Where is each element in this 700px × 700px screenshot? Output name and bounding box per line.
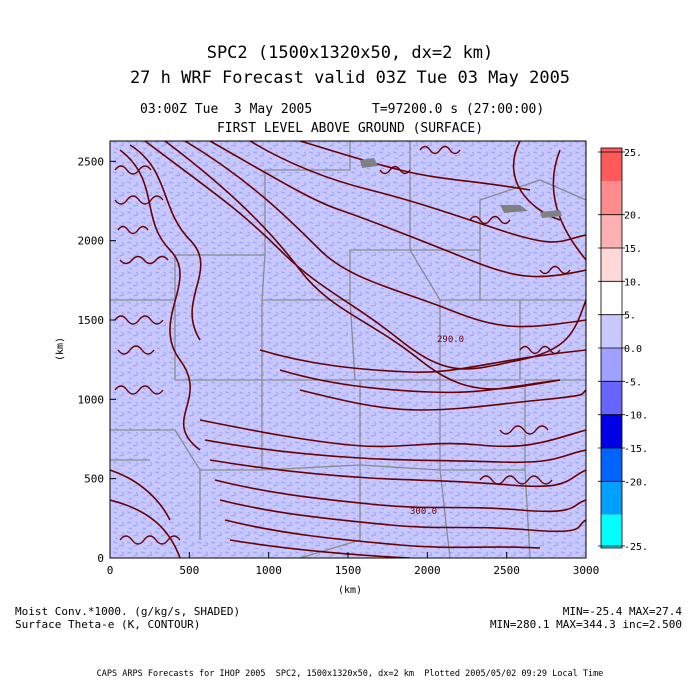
colorbar-label: -25. [624,542,648,553]
colorbar-swatch [601,481,622,515]
y-tick-label: 500 [84,473,104,486]
x-tick-label: 500 [179,564,199,577]
colorbar-swatch [601,214,622,248]
y-axis: 0 500 1000 1500 2000 2500 [78,155,116,565]
colorbar: 25. 20. 15. 10. 5. 0.0 -5. -10. -15. -20. -25. [598,147,648,553]
colorbar-label: 5. [624,311,636,322]
theta-e-contours [110,141,586,558]
colorbar-swatch [601,514,622,548]
colorbar-swatch [601,314,622,348]
colorbar-swatch [601,381,622,415]
y-axis-label: (km) [55,337,66,361]
colorbar-label: 10. [624,277,642,288]
colorbar-label: -15. [624,444,648,455]
colorbar-label: 15. [624,244,642,255]
x-tick-label: 2000 [414,564,441,577]
colorbar-swatch [601,348,622,382]
x-tick-label: 1000 [255,564,282,577]
colorbar-swatch [601,448,622,482]
map-area: 290.0 300.0 [110,141,586,558]
contour-label-290: 290.0 [437,335,464,345]
y-tick-label: 1500 [78,314,105,327]
shading-field [110,141,586,558]
colorbar-swatch [601,181,622,215]
colorbar-label: -20. [624,477,648,488]
x-tick-label: 1500 [335,564,362,577]
shaded-field-label: Moist Conv.*1000. (g/kg/s, SHADED) [15,605,241,618]
colorbar-label: 20. [624,211,642,222]
x-tick-label: 0 [107,564,114,577]
x-tick-label: 2500 [493,564,520,577]
contour-stats: MIN=280.1 MAX=344.3 inc=2.500 [489,618,682,631]
contour-field-label: Surface Theta-e (K, CONTOUR) [15,618,201,631]
colorbar-label: 0.0 [624,344,642,355]
plot-title-line2: 27 h WRF Forecast valid 03Z Tue 03 May 2… [129,68,571,88]
forecast-seconds-label: T=97200.0 s (27:00:00) [372,102,545,117]
water-bodies [360,158,562,218]
y-tick-label: 0 [97,552,104,565]
colorbar-swatch [601,248,622,282]
x-tick-label: 3000 [573,564,600,577]
level-label: FIRST LEVEL ABOVE GROUND (SURFACE) [216,121,484,136]
x-axis-label: (km) [338,585,362,596]
y-tick-label: 2500 [78,155,105,168]
colorbar-swatch [601,414,622,448]
plot-title-line1: SPC2 (1500x1320x50, dx=2 km) [206,43,494,63]
y-tick-label: 1000 [78,393,105,406]
plot-credit: CAPS ARPS Forecasts for IHOP 2005 SPC2, … [96,669,604,679]
x-axis: 0 500 1000 1500 2000 2500 3000 [107,552,600,577]
shaded-stats: MIN=-25.4 MAX=27.4 [562,605,682,618]
valid-time-label: 03:00Z Tue 3 May 2005 [140,102,313,117]
colorbar-label: 25. [624,148,642,159]
colorbar-label: -5. [624,377,642,388]
contour-noise [114,145,571,545]
colorbar-swatch [601,148,622,182]
colorbar-swatch [601,281,622,315]
contour-label-300: 300.0 [410,507,437,517]
y-tick-label: 2000 [78,235,105,248]
colorbar-label: -10. [624,411,648,422]
